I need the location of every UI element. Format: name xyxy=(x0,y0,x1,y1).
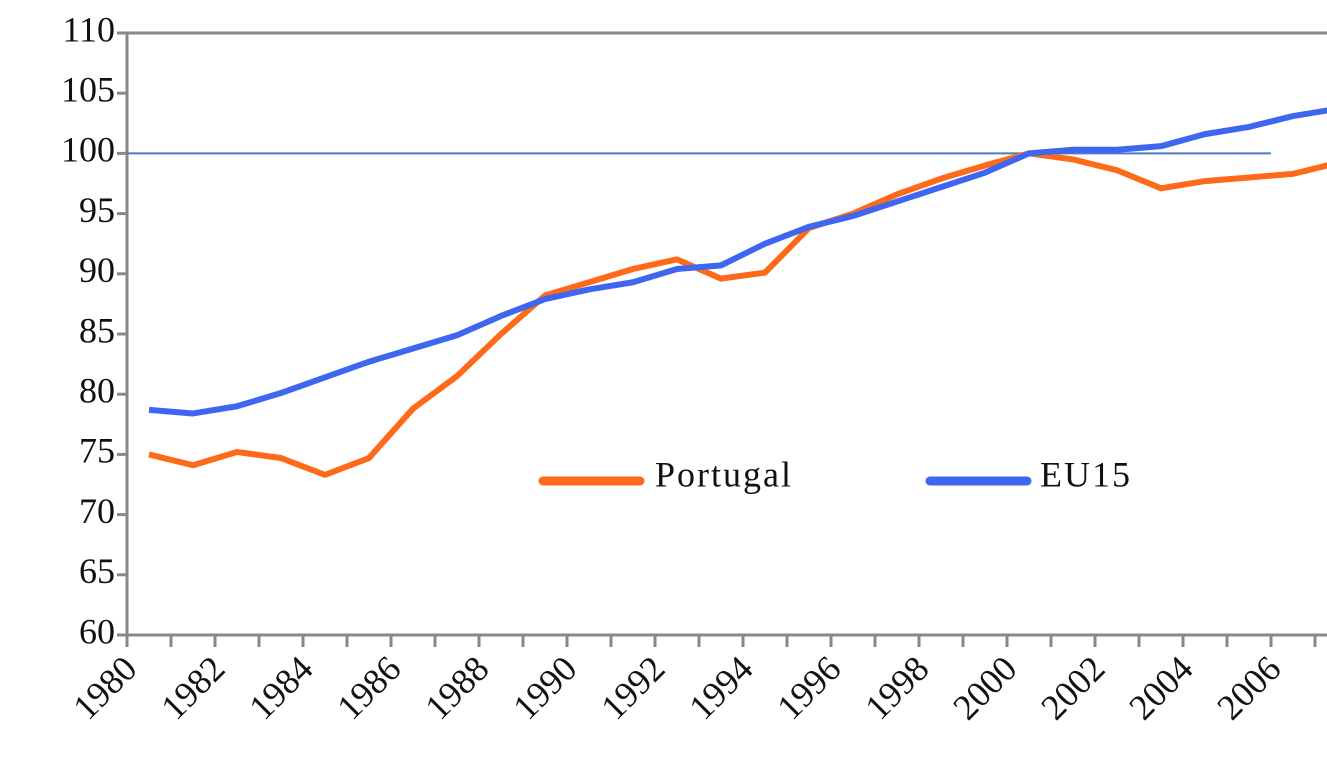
y-tick-label: 75 xyxy=(79,431,115,471)
x-tick-label: 1986 xyxy=(329,648,408,727)
x-tick-label: 1990 xyxy=(505,648,584,727)
y-tick-label: 80 xyxy=(79,370,115,410)
x-tick-label: 2006 xyxy=(1209,648,1288,727)
y-tick-label: 70 xyxy=(79,491,115,531)
x-tick-label: 2004 xyxy=(1121,648,1200,727)
x-tick-label: 1996 xyxy=(769,648,848,727)
y-tick-label: 85 xyxy=(79,310,115,350)
x-tick-label: 1982 xyxy=(153,648,232,727)
y-tick-label: 60 xyxy=(79,611,115,651)
series-line xyxy=(148,107,1327,417)
x-tick-label: 1988 xyxy=(417,648,496,727)
y-tick-label: 90 xyxy=(79,250,115,290)
x-tick-label: 2002 xyxy=(1033,648,1112,727)
x-tick-label: 1980 xyxy=(65,648,144,727)
y-tick-label: 100 xyxy=(61,130,115,170)
legend-label: EU15 xyxy=(1040,454,1132,494)
x-tick-label: 1992 xyxy=(593,648,672,727)
x-tick-label: 1998 xyxy=(857,648,936,727)
x-tick-label: 2000 xyxy=(945,648,1024,727)
y-tick-label: 110 xyxy=(62,9,115,49)
y-tick-label: 105 xyxy=(61,69,115,109)
y-tick-label: 95 xyxy=(79,190,115,230)
x-tick-label: 1994 xyxy=(681,648,760,727)
legend-label: Portugal xyxy=(655,454,793,494)
y-tick-label: 65 xyxy=(79,551,115,591)
series-line xyxy=(148,150,1327,478)
x-tick-label: 1984 xyxy=(241,648,320,727)
